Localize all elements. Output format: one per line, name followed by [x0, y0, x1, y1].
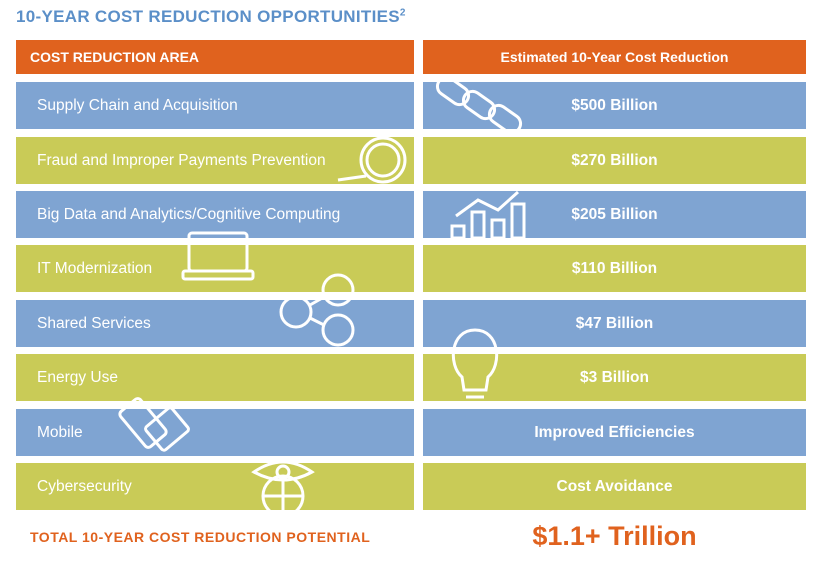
reduction-cell: Cost Avoidance	[423, 463, 806, 510]
area-text: IT Modernization	[37, 260, 153, 277]
area-text: Shared Services	[37, 315, 151, 332]
area-text: Energy Use	[37, 369, 118, 386]
area-text: Mobile	[37, 424, 83, 441]
title-text: 10-YEAR COST REDUCTION OPPORTUNITIES	[16, 7, 400, 26]
area-cell: Supply Chain and Acquisition	[16, 82, 414, 129]
area-cell: Energy Use	[16, 354, 414, 401]
reduction-cell: $270 Billion	[423, 137, 806, 184]
column-header: COST REDUCTION AREA	[16, 40, 414, 74]
area-text: Cybersecurity	[37, 478, 132, 495]
total-value: $1.1+ Trillion	[532, 521, 697, 551]
column-header: Estimated 10-Year Cost Reduction	[423, 40, 806, 74]
area-cell: Big Data and Analytics/Cognitive Computi…	[16, 191, 414, 238]
area-cell: IT Modernization	[16, 245, 414, 292]
area-cell: Mobile	[16, 409, 414, 456]
reduction-cell: Improved Efficiencies	[423, 409, 806, 456]
area-text: Big Data and Analytics/Cognitive Computi…	[37, 206, 341, 223]
title: 10-YEAR COST REDUCTION OPPORTUNITIES2	[16, 7, 406, 27]
area-cell: Cybersecurity	[16, 463, 414, 510]
reduction-cell: $205 Billion	[423, 191, 806, 238]
reduction-cell: $47 Billion	[423, 300, 806, 347]
total-label: TOTAL 10-YEAR COST REDUCTION POTENTIAL	[30, 529, 371, 545]
reduction-cell: $500 Billion	[423, 82, 806, 129]
area-cell: Fraud and Improper Payments Prevention	[16, 137, 414, 184]
area-text: Fraud and Improper Payments Prevention	[37, 152, 326, 169]
reduction-cell: $110 Billion	[423, 245, 806, 292]
title-note: 2	[399, 7, 406, 19]
area-text: Supply Chain and Acquisition	[37, 97, 238, 114]
column-header-text: COST REDUCTION AREA	[30, 49, 200, 65]
reduction-cell: $3 Billion	[423, 354, 806, 401]
area-cell: Shared Services	[16, 300, 414, 347]
